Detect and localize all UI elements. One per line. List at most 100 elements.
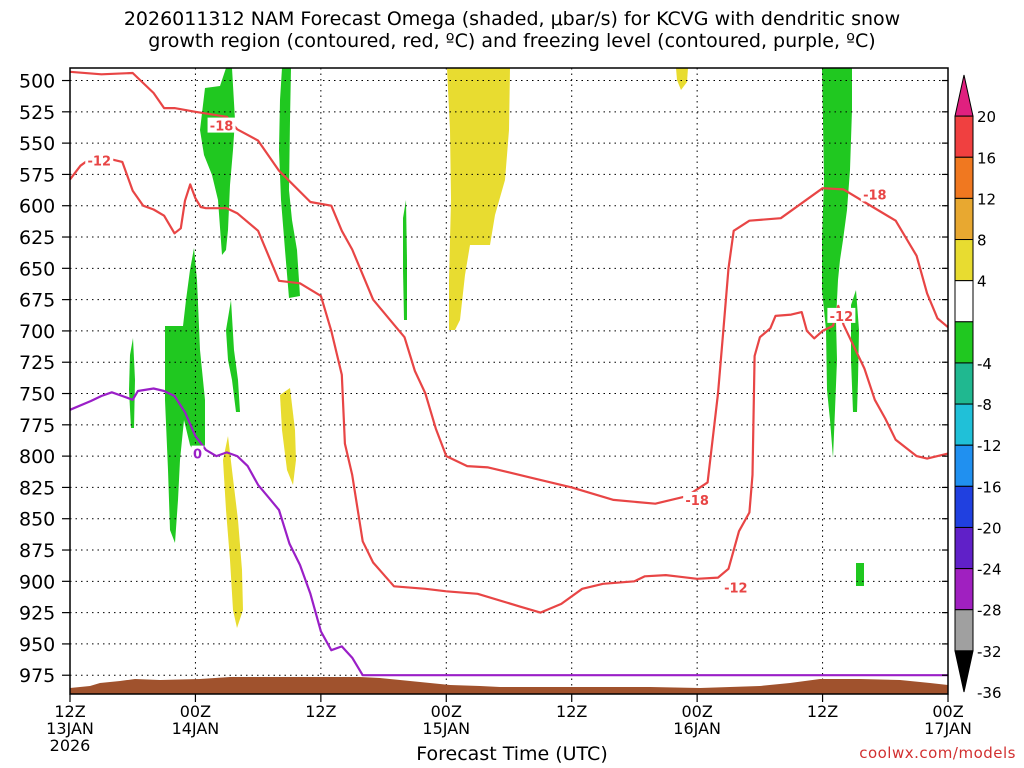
- x-axis-title: Forecast Time (UTC): [416, 743, 608, 765]
- omega-region-yellow: [676, 68, 688, 90]
- omega-region-green: [129, 338, 135, 428]
- x-tick-label: 15JAN: [422, 719, 470, 738]
- contour-label-bg: [683, 491, 712, 507]
- colorbar-label: 8: [977, 232, 987, 250]
- y-tick-label: 775: [19, 415, 55, 437]
- x-tick-label: 17JAN: [924, 719, 972, 738]
- colorbar-bin: [954, 526, 974, 570]
- colorbar-label: 12: [977, 190, 996, 208]
- y-tick-label: 750: [19, 384, 55, 406]
- chart-title-line2: growth region (contoured, red, ºC) and f…: [148, 30, 876, 52]
- x-tick-label: 16JAN: [673, 719, 721, 738]
- colorbar-bin: [954, 115, 974, 158]
- colorbar-bin: [954, 321, 974, 364]
- y-tick-label: 950: [19, 634, 55, 656]
- contour-label: -18: [685, 494, 709, 509]
- colorbar-bin: [954, 568, 974, 611]
- y-tick-label: 700: [19, 321, 55, 343]
- contour-label-bg: [191, 445, 204, 461]
- colorbar-bin: [954, 609, 974, 652]
- x-tick-label: 14JAN: [172, 719, 220, 738]
- contour-label-bg: [85, 152, 114, 168]
- colorbar-label: 4: [977, 273, 987, 291]
- omega-shading-layer: [129, 68, 864, 628]
- contour-label-bg: [721, 579, 750, 595]
- terrain-profile: [70, 677, 948, 694]
- colorbar-label: -24: [977, 561, 1002, 579]
- contour-line-red: [69, 157, 949, 614]
- colorbar-bin: [954, 485, 974, 528]
- x-tick-label: 12Z: [305, 702, 336, 721]
- contour-label: -12: [88, 155, 112, 170]
- colorbar-label: -4: [977, 355, 992, 373]
- y-tick-label: 900: [19, 571, 55, 593]
- colorbar-label: -36: [977, 684, 1002, 702]
- y-axis: 500 525 550 575 600 625 650 675 700 725 750 775 800 8…: [19, 71, 948, 687]
- colorbar-label: -8: [977, 396, 992, 414]
- colorbar-label: 16: [977, 149, 996, 167]
- x-tick-label: 00Z: [431, 702, 462, 721]
- y-tick-label: 500: [19, 71, 55, 93]
- colorbar-bin: [954, 197, 974, 241]
- contour-label-bg: [860, 186, 889, 202]
- omega-region-green: [403, 200, 407, 320]
- y-tick-label: 550: [19, 133, 55, 155]
- colorbar-label: -12: [977, 437, 1002, 455]
- colorbar-bin: [954, 444, 974, 487]
- colorbar-bin: [954, 280, 974, 323]
- colorbar-bin: [954, 74, 974, 117]
- contour-label-bg: [207, 117, 236, 133]
- x-tick-label: 12Z: [556, 702, 587, 721]
- colorbar-label: 20: [977, 108, 996, 126]
- site-credit: coolwx.com/models: [859, 744, 1016, 762]
- y-tick-label: 925: [19, 603, 55, 625]
- y-tick-label: 850: [19, 509, 55, 531]
- colorbar-bin: [954, 239, 974, 282]
- omega-region-green: [226, 300, 240, 412]
- colorbar-bin: [954, 650, 974, 693]
- colorbar-label: -28: [977, 602, 1002, 620]
- x-tick-label: 00Z: [932, 702, 963, 721]
- omega-region-yellow: [447, 68, 510, 330]
- contour-label: -18: [863, 188, 887, 203]
- chart-title: 2026011312 NAM Forecast Omega (shaded, μ…: [0, 8, 1024, 52]
- y-tick-label: 800: [19, 446, 55, 468]
- y-tick-label: 825: [19, 477, 55, 499]
- y-tick-label: 575: [19, 164, 55, 186]
- plot-frame: [69, 67, 949, 695]
- colorbar-bin: [954, 156, 974, 199]
- contour-label: -12: [830, 310, 854, 325]
- y-tick-label: 875: [19, 540, 55, 562]
- omega-region-yellow: [280, 388, 296, 485]
- x-tick-label: 2026: [50, 736, 91, 755]
- colorbar-label: -32: [977, 643, 1002, 661]
- x-tick-label: 13JAN: [46, 719, 94, 738]
- colorbar: 20 16 12 8 4 -4 -8 -12 -16 -20 -24 -28 -32 -36: [954, 74, 1002, 702]
- contour-label: -12: [724, 582, 748, 597]
- y-tick-label: 675: [19, 290, 55, 312]
- y-tick-label: 725: [19, 352, 55, 374]
- contour-line-purple: [69, 387, 948, 677]
- colorbar-label: -16: [977, 478, 1002, 496]
- contour-label: -18: [210, 120, 234, 135]
- x-tick-label: 12Z: [807, 702, 838, 721]
- y-tick-label: 525: [19, 102, 55, 124]
- omega-region-yellow: [223, 436, 243, 628]
- omega-region-green: [279, 68, 300, 298]
- contour-label-bg: [827, 307, 856, 323]
- omega-region-green: [200, 68, 235, 255]
- y-tick-label: 625: [19, 227, 55, 249]
- y-tick-label: 600: [19, 196, 55, 218]
- omega-region-green: [856, 563, 864, 586]
- x-tick-label: 12Z: [54, 702, 85, 721]
- chart-title-line1: 2026011312 NAM Forecast Omega (shaded, μ…: [123, 8, 901, 30]
- y-tick-label: 975: [19, 665, 55, 687]
- colorbar-bin: [954, 362, 974, 405]
- omega-region-green: [822, 68, 852, 458]
- colorbar-label: -20: [977, 519, 1002, 537]
- x-tick-label: 00Z: [180, 702, 211, 721]
- contour-label: 0: [193, 448, 202, 463]
- contour-label-layer: -18 -12 -18 -12 -18 -12 0: [85, 117, 889, 597]
